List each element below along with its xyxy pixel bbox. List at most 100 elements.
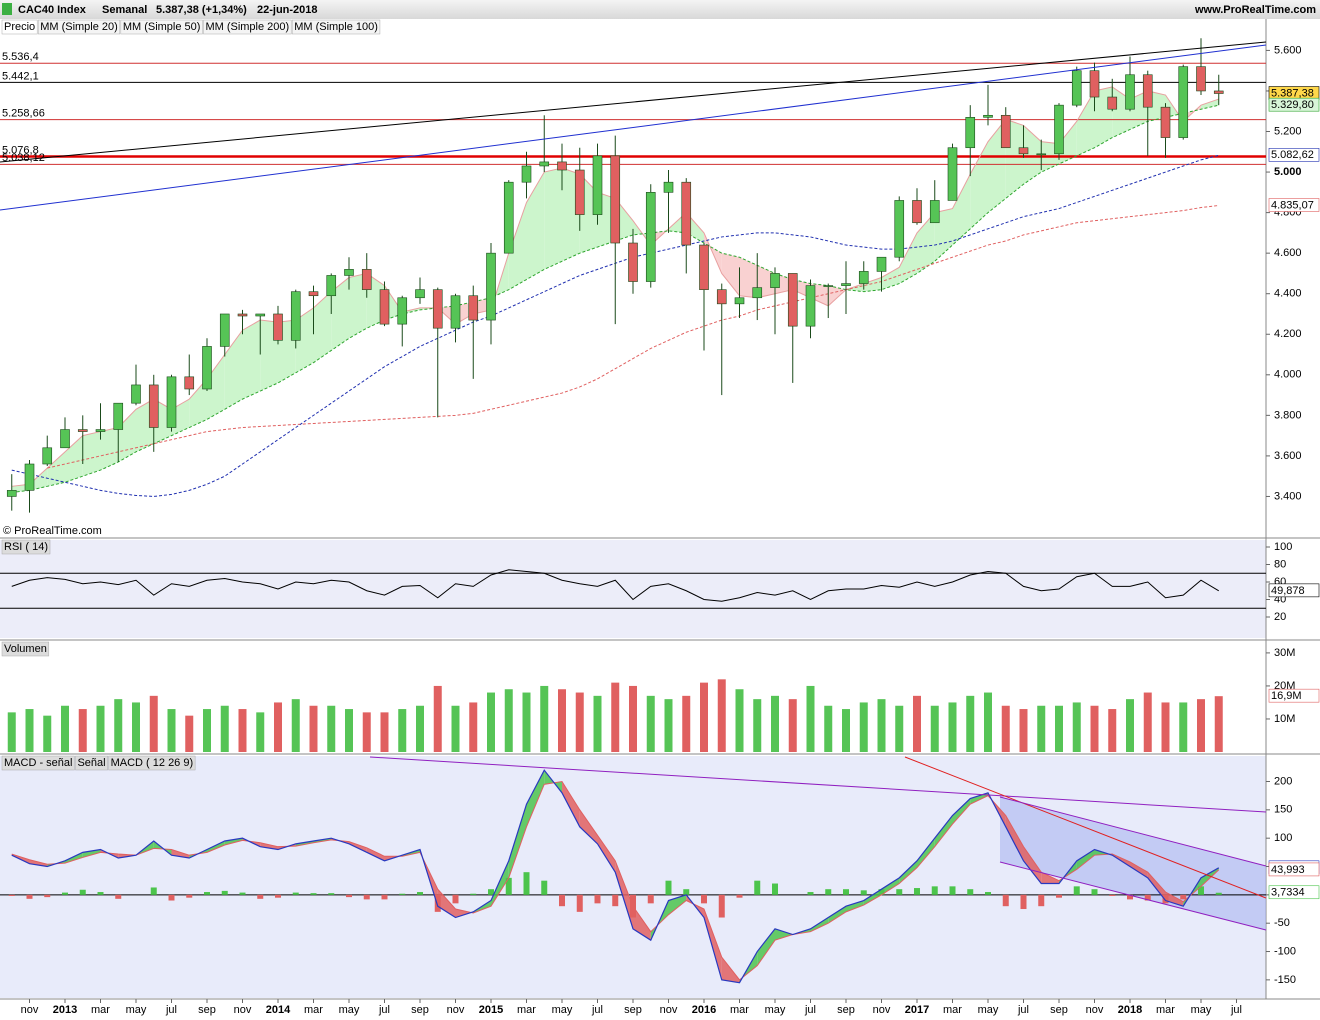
histogram-bar [807, 892, 814, 895]
y-tick-label: 4.000 [1274, 369, 1302, 381]
macd-fill [970, 792, 988, 805]
histogram-bar [736, 894, 743, 898]
x-tick-label: 2013 [53, 1004, 77, 1016]
candle-body [113, 402, 124, 430]
candle-body [983, 114, 993, 118]
x-tick-label: sep [1050, 1004, 1068, 1016]
macd-fill [952, 798, 971, 825]
volume-bar [1143, 692, 1152, 752]
x-tick-label: 2016 [692, 1004, 716, 1016]
ma-cloud [1023, 125, 1042, 185]
legend-box [37, 19, 121, 35]
volume-bar [735, 689, 744, 752]
volume-bar [1090, 705, 1099, 752]
x-tick-label: may [339, 1004, 360, 1016]
histogram-bar [221, 890, 228, 895]
histogram-bar [328, 893, 335, 895]
volume-bar [398, 709, 407, 752]
histogram-bar [985, 892, 991, 895]
macd-fill [366, 847, 385, 861]
volume-bar [1108, 709, 1117, 752]
candle-body [1036, 153, 1047, 156]
candle-body [290, 291, 301, 341]
volume-bar [788, 699, 797, 752]
x-tick-label: 2018 [1118, 1004, 1142, 1016]
x-tick-label: mar [730, 1004, 749, 1016]
macd-fill [207, 841, 225, 853]
candle-body [947, 147, 958, 201]
legend-entry: MM (Simple 50) [123, 21, 201, 33]
volume-bar [1126, 699, 1134, 752]
macd-fill [633, 906, 651, 941]
legend-box [291, 19, 381, 35]
legend-box [1, 755, 75, 771]
macd-fill [508, 804, 527, 878]
volume-bar [682, 695, 691, 752]
candle-body [450, 295, 461, 329]
volume-bar [753, 699, 762, 752]
volume-bar [61, 705, 69, 752]
histogram-bar [1144, 894, 1151, 901]
candle-body [6, 490, 17, 497]
histogram-bar [204, 892, 210, 895]
candle-body [1160, 106, 1171, 138]
volume-bar [167, 709, 176, 752]
macd-fill [1005, 815, 1024, 861]
trend-line [904, 756, 1267, 899]
candle-body [539, 161, 550, 167]
macd-fill [1165, 892, 1184, 907]
volume-bar [1214, 696, 1223, 752]
volume-bar [185, 715, 194, 752]
value-tag-label: 4.835,07 [1271, 199, 1314, 211]
candle-body [645, 192, 656, 282]
volume-bar [256, 712, 265, 752]
histogram-bar [470, 893, 477, 895]
histogram-bar [523, 872, 530, 895]
volume-bar [504, 689, 513, 752]
histogram-bar [541, 880, 548, 895]
level-label: 5.076,8 [2, 144, 39, 156]
volume-bar [1161, 702, 1170, 752]
candle-body [308, 291, 319, 297]
volume-bar [203, 709, 211, 752]
ma-cloud [224, 330, 243, 410]
volume-bar [629, 685, 637, 752]
macd-line [11, 769, 1220, 984]
candle-body [166, 376, 177, 428]
ma-cloud [863, 277, 882, 292]
macd-fill [29, 859, 48, 867]
y-tick-label: 200 [1274, 775, 1292, 787]
legend-entry: MACD ( 12 26 9) [111, 757, 194, 769]
x-tick-label: mar [304, 1004, 323, 1016]
volume-bar [611, 682, 620, 752]
ma-cloud [82, 431, 101, 477]
histogram-bar [1198, 886, 1204, 895]
x-tick-label: jul [378, 1004, 390, 1016]
histogram-bar [381, 894, 388, 900]
histogram-bar [825, 889, 832, 895]
volume-bar [114, 699, 123, 752]
x-tick-label: sep [411, 1004, 429, 1016]
rsi-line [11, 569, 1220, 602]
candle-body [1000, 114, 1011, 149]
macd-fill [846, 900, 864, 912]
histogram-bar [488, 889, 494, 895]
x-tick-label: nov [234, 1004, 252, 1016]
volume-bar [132, 702, 140, 752]
volume-bar [913, 695, 921, 752]
volume-bar [1037, 705, 1046, 752]
volume-bar [824, 705, 833, 752]
volume-bar [1072, 702, 1081, 752]
macd-fill [224, 838, 243, 845]
legend-entry: MACD - señal [4, 757, 72, 769]
y-tick-label: 3.600 [1274, 450, 1302, 462]
histogram-bar [647, 894, 654, 904]
legend-box [1, 19, 38, 35]
legend-box [1, 539, 51, 555]
quote: 5.387,38 (+1,34%) [156, 4, 247, 16]
source: www.ProRealTime.com [1194, 4, 1316, 16]
value-tag-label: 3,7334 [1271, 887, 1305, 899]
x-tick-label: nov [1086, 1004, 1104, 1016]
y-tick-label: 5.000 [1274, 166, 1302, 178]
volume-bar [700, 682, 708, 752]
